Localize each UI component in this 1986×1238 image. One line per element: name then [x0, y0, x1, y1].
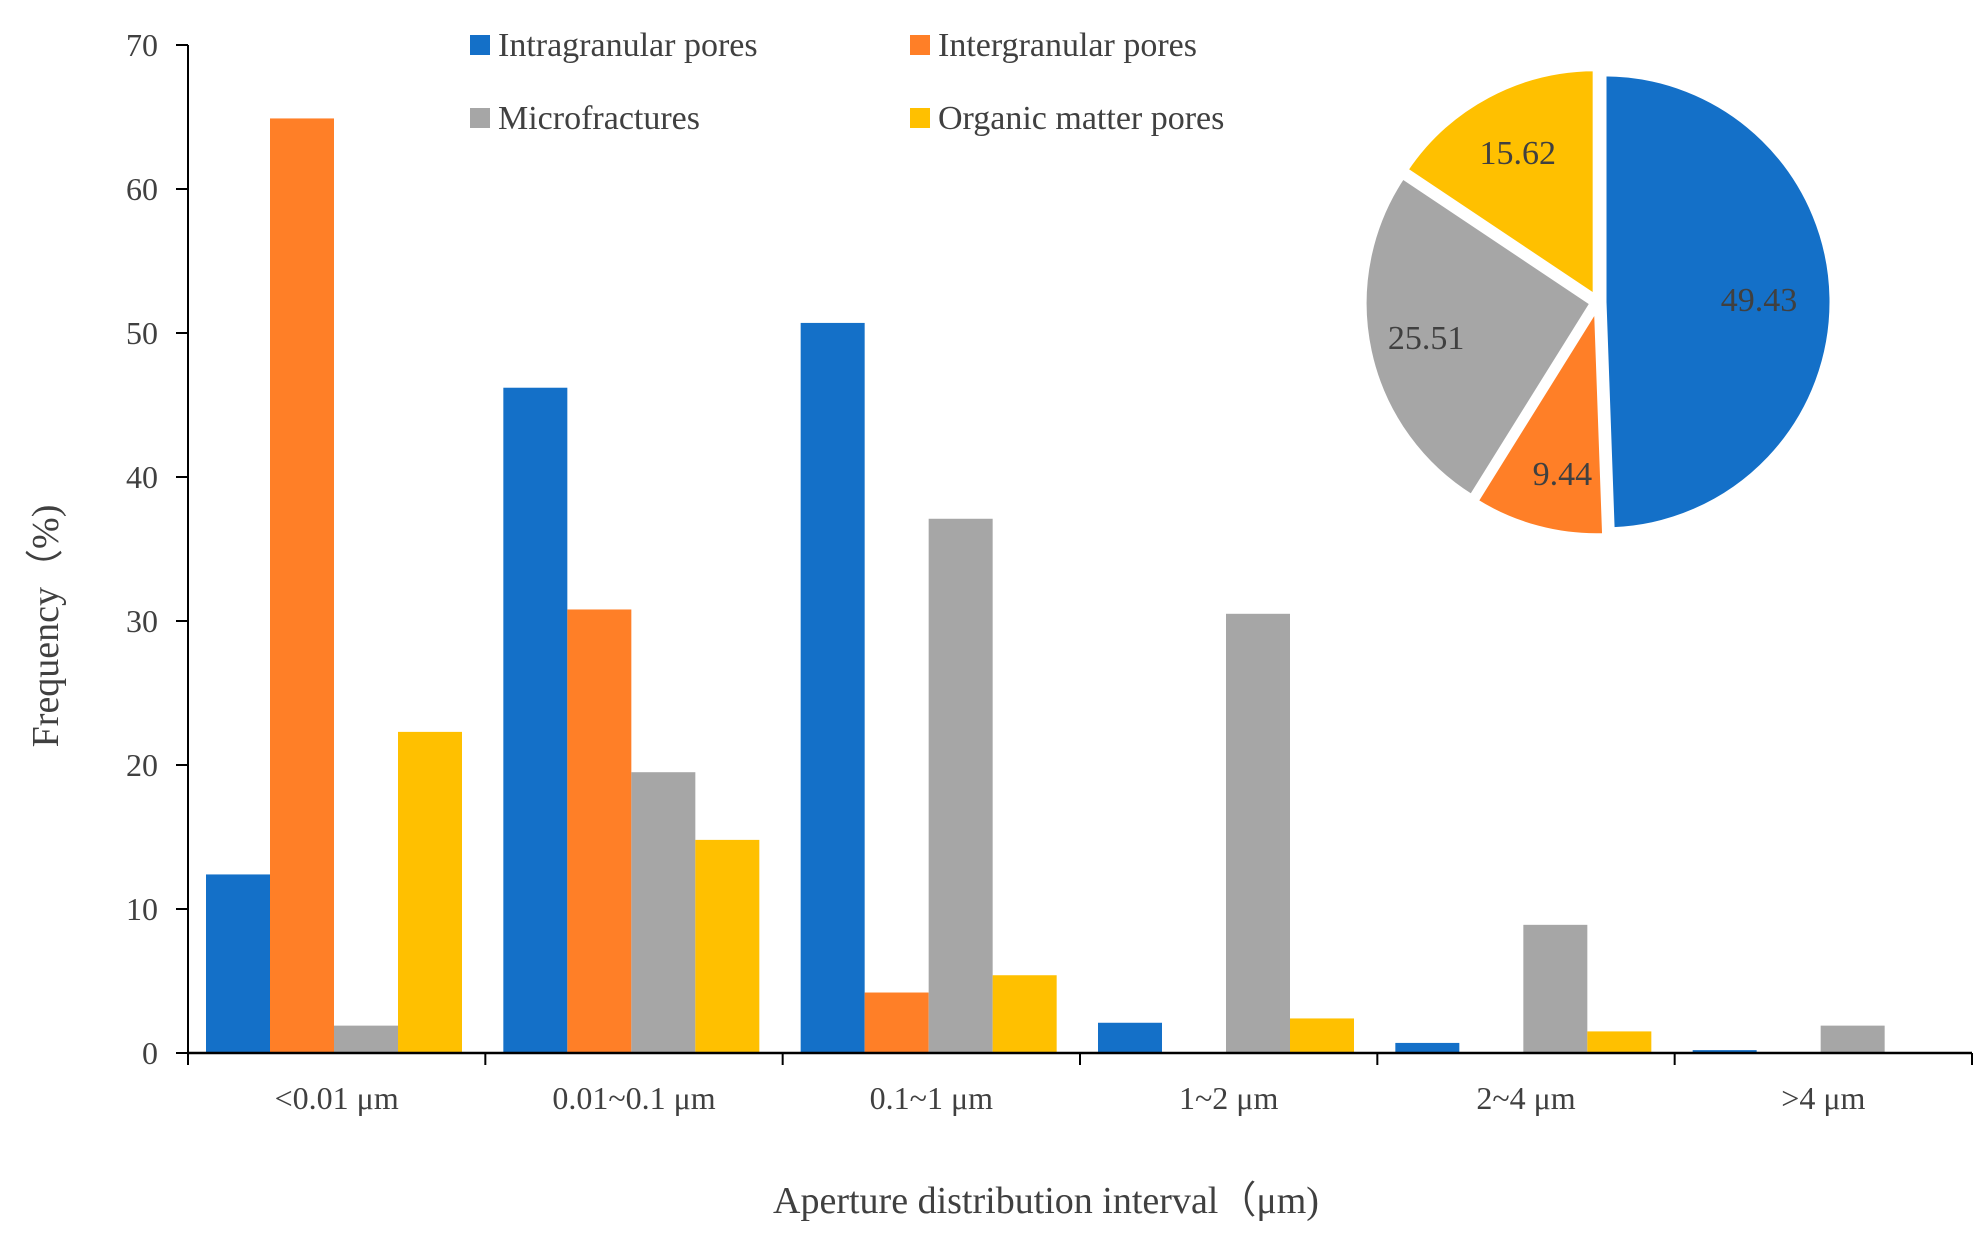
- bar-intergranular-pores: [864, 992, 929, 1053]
- x-tick-label: 0.01~0.1 μm: [552, 1080, 715, 1116]
- pie-data-label: 49.43: [1721, 282, 1798, 319]
- y-tick-label: 70: [126, 27, 158, 63]
- y-tick-label: 60: [126, 171, 158, 207]
- y-axis-title: Frequency（%): [25, 505, 67, 748]
- bar-intragranular-pores: [1098, 1022, 1162, 1053]
- pie-slice-organic-matter-pores: [1402, 66, 1598, 302]
- pie-slice-intergranular-pores: [1472, 299, 1608, 539]
- bar-microfractures: [631, 772, 696, 1053]
- pie-chart: 49.43 9.44 25.51 15.62: [1361, 66, 1835, 539]
- pie-data-label: 15.62: [1480, 135, 1557, 172]
- legend-label: Organic matter pores: [938, 100, 1224, 137]
- y-tick-label: 40: [126, 459, 158, 495]
- bar-organic-matter-pores: [1290, 1018, 1354, 1053]
- bar-intragranular-pores: [503, 387, 568, 1054]
- bar-organic-matter-pores: [398, 731, 462, 1053]
- y-tick-labels: 0 10 20 30 40 50 60 70: [126, 27, 158, 1071]
- bar-microfractures: [1820, 1025, 1885, 1053]
- bar-organic-matter-pores: [992, 975, 1057, 1053]
- legend-label: Intragranular pores: [498, 27, 758, 64]
- bar-intragranular-pores: [1395, 1042, 1460, 1053]
- x-tick-label: 2~4 μm: [1476, 1080, 1575, 1116]
- pie-slice-microfractures: [1361, 173, 1596, 501]
- axes: [176, 44, 1973, 1065]
- legend: Intragranular pores Intergranular pores Mi…: [470, 27, 1224, 137]
- x-tick-label: 0.1~1 μm: [870, 1080, 993, 1116]
- pie-slice-intragranular-pores: [1601, 71, 1835, 533]
- x-tick-label: 1~2 μm: [1179, 1080, 1278, 1116]
- x-axis-title: Aperture distribution interval（μm): [773, 1180, 1319, 1222]
- bar-intergranular-pores: [567, 609, 632, 1053]
- y-tick-label: 30: [126, 603, 158, 639]
- y-tick-label: 10: [126, 891, 158, 927]
- y-tick-label: 50: [126, 315, 158, 351]
- bar-series-group: [206, 118, 1885, 1054]
- bar-organic-matter-pores: [1587, 1031, 1652, 1053]
- y-tick-label: 0: [142, 1035, 158, 1071]
- legend-label: Intergranular pores: [938, 27, 1197, 64]
- legend-label: Microfractures: [498, 100, 700, 137]
- legend-swatch: [470, 108, 490, 128]
- bar-microfractures: [928, 518, 993, 1053]
- legend-swatch: [910, 35, 930, 55]
- bar-intragranular-pores: [800, 322, 865, 1053]
- bar-intragranular-pores: [1692, 1050, 1757, 1053]
- pie-data-label: 9.44: [1533, 456, 1593, 493]
- legend-swatch: [910, 108, 930, 128]
- bar-microfractures: [1523, 924, 1588, 1053]
- bar-intragranular-pores: [206, 874, 270, 1053]
- pie-data-label: 25.51: [1388, 320, 1465, 357]
- bar-organic-matter-pores: [695, 839, 760, 1053]
- x-tick-label: <0.01 μm: [275, 1080, 399, 1116]
- bar-microfractures: [334, 1025, 398, 1053]
- x-tick-label: >4 μm: [1781, 1080, 1865, 1116]
- x-tick-labels: <0.01 μm 0.01~0.1 μm 0.1~1 μm 1~2 μm 2~4 μm >…: [275, 1080, 1866, 1116]
- bar-intergranular-pores: [270, 118, 334, 1053]
- bar-microfractures: [1226, 613, 1290, 1053]
- legend-swatch: [470, 35, 490, 55]
- y-tick-label: 20: [126, 747, 158, 783]
